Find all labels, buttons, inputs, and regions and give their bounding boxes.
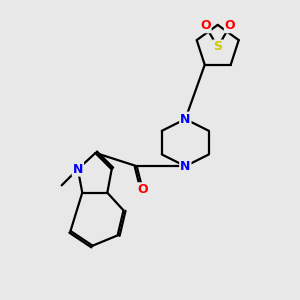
Text: O: O <box>137 183 148 196</box>
Text: N: N <box>180 160 190 173</box>
Text: S: S <box>213 40 222 53</box>
Text: O: O <box>225 19 236 32</box>
Text: N: N <box>73 163 83 176</box>
Text: O: O <box>200 19 211 32</box>
Text: N: N <box>180 112 190 126</box>
